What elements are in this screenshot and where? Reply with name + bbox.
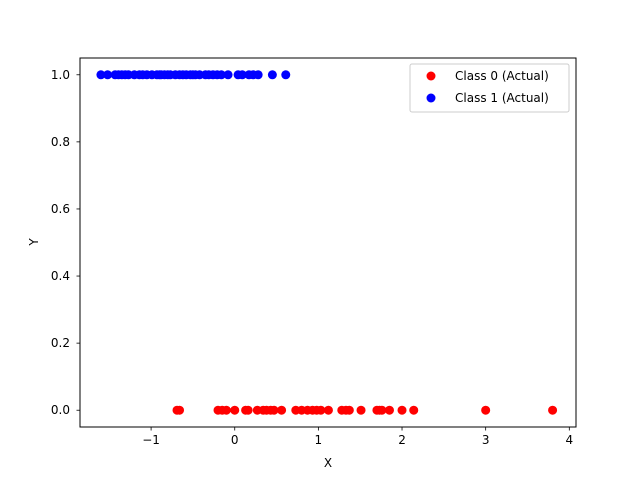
data-point-class-1 xyxy=(223,70,233,80)
x-tick-label: 2 xyxy=(398,433,406,447)
x-tick-label: 0 xyxy=(231,433,239,447)
legend-marker-class-1 xyxy=(426,93,436,103)
data-point-class-1 xyxy=(253,70,263,80)
y-tick-label: 0.8 xyxy=(51,135,70,149)
y-tick-label: 0.2 xyxy=(51,336,70,350)
x-tick-label: 4 xyxy=(565,433,573,447)
legend-label-class-1: Class 1 (Actual) xyxy=(455,91,549,105)
y-tick-label: 0.6 xyxy=(51,202,70,216)
data-point-class-1 xyxy=(96,70,106,80)
plot-points xyxy=(96,70,558,415)
y-tick-label: 0.4 xyxy=(51,269,70,283)
data-point-class-0 xyxy=(344,405,354,415)
data-point-class-0 xyxy=(243,405,253,415)
legend-label-class-0: Class 0 (Actual) xyxy=(455,69,549,83)
data-point-class-0 xyxy=(377,405,387,415)
data-point-class-1 xyxy=(237,70,247,80)
data-point-class-0 xyxy=(175,405,185,415)
data-point-class-1 xyxy=(267,70,277,80)
data-point-class-0 xyxy=(230,405,240,415)
legend: Class 0 (Actual) Class 1 (Actual) xyxy=(409,63,570,113)
y-axis-label: Y xyxy=(27,238,41,247)
data-point-class-0 xyxy=(384,405,394,415)
data-point-class-0 xyxy=(356,405,366,415)
data-point-class-0 xyxy=(323,405,333,415)
x-axis: −1 0 1 2 3 4 xyxy=(142,427,573,447)
x-tick-label: 3 xyxy=(482,433,490,447)
data-point-class-0 xyxy=(481,405,491,415)
y-axis: 0.0 0.2 0.4 0.6 0.8 1.0 xyxy=(51,68,80,417)
y-tick-label: 0.0 xyxy=(51,403,70,417)
data-point-class-0 xyxy=(397,405,407,415)
data-point-class-0 xyxy=(221,405,231,415)
data-point-class-0 xyxy=(548,405,558,415)
plot-frame xyxy=(79,57,577,428)
data-point-class-0 xyxy=(277,405,287,415)
legend-frame xyxy=(409,63,570,113)
x-tick-label: 1 xyxy=(315,433,323,447)
legend-marker-class-0 xyxy=(426,71,436,81)
data-point-class-0 xyxy=(269,405,279,415)
data-point-class-0 xyxy=(316,405,326,415)
data-point-class-1 xyxy=(281,70,291,80)
data-point-class-1 xyxy=(216,70,226,80)
data-point-class-1 xyxy=(103,70,113,80)
x-axis-label: X xyxy=(324,456,332,470)
data-point-class-0 xyxy=(409,405,419,415)
y-tick-label: 1.0 xyxy=(51,68,70,82)
x-tick-label: −1 xyxy=(142,433,160,447)
